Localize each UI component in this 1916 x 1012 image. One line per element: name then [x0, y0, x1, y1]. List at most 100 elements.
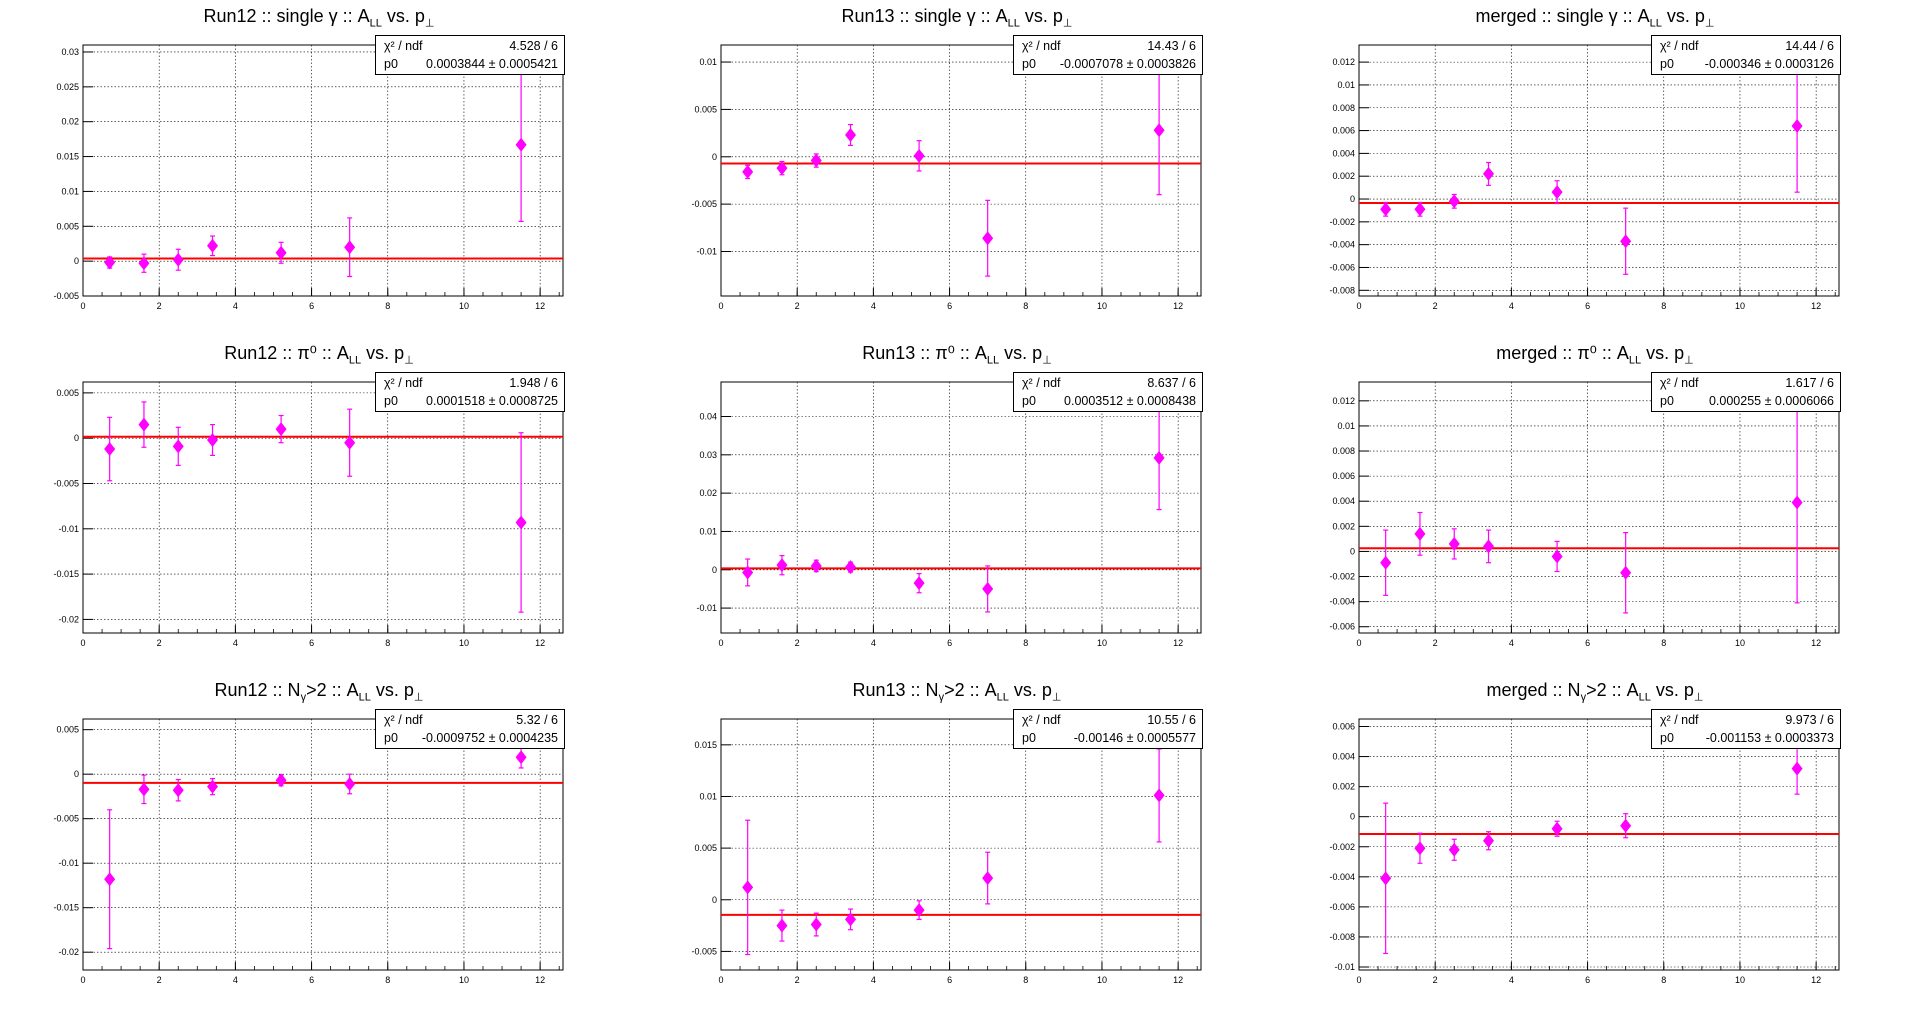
x-tick-label: 8: [385, 975, 390, 985]
stats-key: p0: [1022, 731, 1036, 745]
data-point: [207, 432, 219, 447]
y-tick-label: 0: [74, 256, 79, 266]
y-tick-label: -0.002: [1329, 572, 1355, 582]
stats-p0-row: p0 0.0003844 ± 0.0005421: [376, 55, 564, 73]
data-point: [810, 153, 822, 168]
x-tick-label: 6: [947, 301, 952, 311]
chart-panel: 0 2 4 6 8 10 12 -0.01 -0.008 -0.006 -0.004 -0.002 0 0…: [1276, 674, 1914, 1011]
stats-value: 10.55 / 6: [1147, 713, 1196, 727]
data-point: [172, 252, 184, 267]
stats-value: -0.0009752 ± 0.0004235: [421, 731, 558, 745]
stats-key: χ² / ndf: [1022, 39, 1061, 53]
stats-value: 0.0003512 ± 0.0008438: [1064, 394, 1196, 408]
stats-value: 4.528 / 6: [509, 39, 558, 53]
stats-box: χ² / ndf 14.43 / 6 p0 -0.0007078 ± 0.000382…: [1013, 35, 1203, 75]
x-tick-label: 8: [385, 301, 390, 311]
chart-panel: 0 2 4 6 8 10 12 -0.005 0 0.005 0.01 0.015 Run13 :: N…: [638, 674, 1276, 1011]
stats-key: p0: [1022, 394, 1036, 408]
y-tick-label: 0.02: [61, 117, 79, 127]
y-tick-label: 0.01: [1337, 80, 1355, 90]
data-point: [1620, 818, 1632, 833]
data-point: [275, 422, 287, 437]
y-tick-label: 0: [1350, 812, 1355, 822]
data-point: [742, 164, 754, 179]
stats-key: p0: [1022, 57, 1036, 71]
x-tick-label: 12: [535, 301, 545, 311]
data-point: [515, 750, 527, 765]
x-tick-label: 0: [80, 301, 85, 311]
chart-panel: 0 2 4 6 8 10 12 -0.005 0 0.005 0.01 0.015 0.02 0.025 0…: [0, 0, 638, 337]
stats-box: χ² / ndf 1.617 / 6 p0 0.000255 ± 0.0006066: [1651, 372, 1841, 412]
x-tick-label: 2: [1433, 301, 1438, 311]
data-point: [845, 560, 857, 575]
y-tick-label: -0.02: [58, 614, 79, 624]
y-tick-label: -0.005: [691, 946, 717, 956]
x-tick-label: 10: [1735, 975, 1745, 985]
y-tick-label: -0.008: [1329, 285, 1355, 295]
y-tick-label: -0.01: [58, 858, 79, 868]
y-tick-label: -0.005: [53, 814, 79, 824]
y-tick-label: 0: [74, 433, 79, 443]
data-point: [515, 137, 527, 152]
x-tick-label: 0: [80, 975, 85, 985]
data-point: [1414, 526, 1426, 541]
stats-value: -0.001153 ± 0.0003373: [1705, 731, 1834, 745]
y-tick-label: -0.006: [1329, 622, 1355, 632]
y-tick-label: 0.03: [699, 450, 717, 460]
y-tick-label: -0.006: [1329, 902, 1355, 912]
y-tick-label: -0.004: [1329, 872, 1355, 882]
stats-chi2-row: χ² / ndf 5.32 / 6: [376, 711, 564, 729]
y-tick-label: -0.01: [1334, 962, 1355, 972]
y-tick-label: -0.01: [696, 603, 717, 613]
chart-title: Run12 :: single γ :: ALL vs. p⊥: [203, 6, 435, 30]
data-point: [172, 783, 184, 798]
stats-box: χ² / ndf 1.948 / 6 p0 0.0001518 ± 0.0008725: [375, 372, 565, 412]
x-tick-label: 2: [157, 975, 162, 985]
chart-panel: 0 2 4 6 8 10 12 -0.01 0 0.01 0.02 0.03 0.04 Run13 :: …: [638, 337, 1276, 674]
y-tick-label: 0.012: [1332, 396, 1355, 406]
plot-svg: 0 2 4 6 8 10 12 -0.005 0 0.005 0.01 0.015: [691, 718, 1202, 985]
plot-frame: [720, 381, 1202, 634]
data-point: [776, 161, 788, 176]
stats-value: -0.000346 ± 0.0003126: [1704, 57, 1834, 71]
x-tick-label: 0: [1356, 638, 1361, 648]
x-tick-label: 6: [1585, 301, 1590, 311]
x-tick-label: 12: [1173, 975, 1183, 985]
stats-key: p0: [1660, 731, 1674, 745]
stats-value: 9.973 / 6: [1785, 713, 1834, 727]
x-tick-label: 10: [459, 975, 469, 985]
y-tick-label: 0.005: [694, 843, 717, 853]
x-tick-label: 8: [1661, 638, 1666, 648]
x-tick-label: 8: [1661, 301, 1666, 311]
plot-svg: 0 2 4 6 8 10 12-0.00500.0050.010.0150.020.0250…: [53, 44, 564, 311]
x-tick-label: 10: [459, 301, 469, 311]
plot-svg: 0 2 4 6 8 10 12 -0.01 -0.008 -0.006 -0.004 -0.002 0 0…: [1329, 718, 1840, 985]
y-tick-label: -0.004: [1329, 240, 1355, 250]
data-point: [104, 442, 116, 457]
x-tick-label: 10: [1735, 301, 1745, 311]
chart-title: Run13 :: Nγ>2 :: ALL vs. p⊥: [852, 680, 1062, 704]
data-point: [1791, 119, 1803, 134]
x-tick-label: 4: [871, 975, 876, 985]
stats-value: 14.44 / 6: [1785, 39, 1834, 53]
y-tick-label: 0.005: [56, 725, 79, 735]
y-tick-label: 0: [1350, 546, 1355, 556]
y-tick-label: -0.02: [58, 947, 79, 957]
chart-title: merged :: single γ :: ALL vs. p⊥: [1475, 6, 1715, 30]
data-point: [104, 872, 116, 887]
stats-key: p0: [1660, 394, 1674, 408]
x-tick-label: 2: [157, 638, 162, 648]
data-point: [1414, 202, 1426, 217]
x-tick-label: 2: [1433, 975, 1438, 985]
data-point: [1551, 185, 1563, 200]
x-tick-label: 8: [1023, 301, 1028, 311]
x-tick-label: 0: [718, 301, 723, 311]
x-tick-label: 4: [233, 301, 238, 311]
data-point: [344, 776, 356, 791]
data-point: [982, 581, 994, 596]
x-tick-label: 2: [795, 301, 800, 311]
stats-box: χ² / ndf 5.32 / 6 p0 -0.0009752 ± 0.0004235: [375, 709, 565, 749]
x-tick-label: 4: [233, 638, 238, 648]
data-point: [515, 515, 527, 530]
stats-key: χ² / ndf: [384, 39, 423, 53]
